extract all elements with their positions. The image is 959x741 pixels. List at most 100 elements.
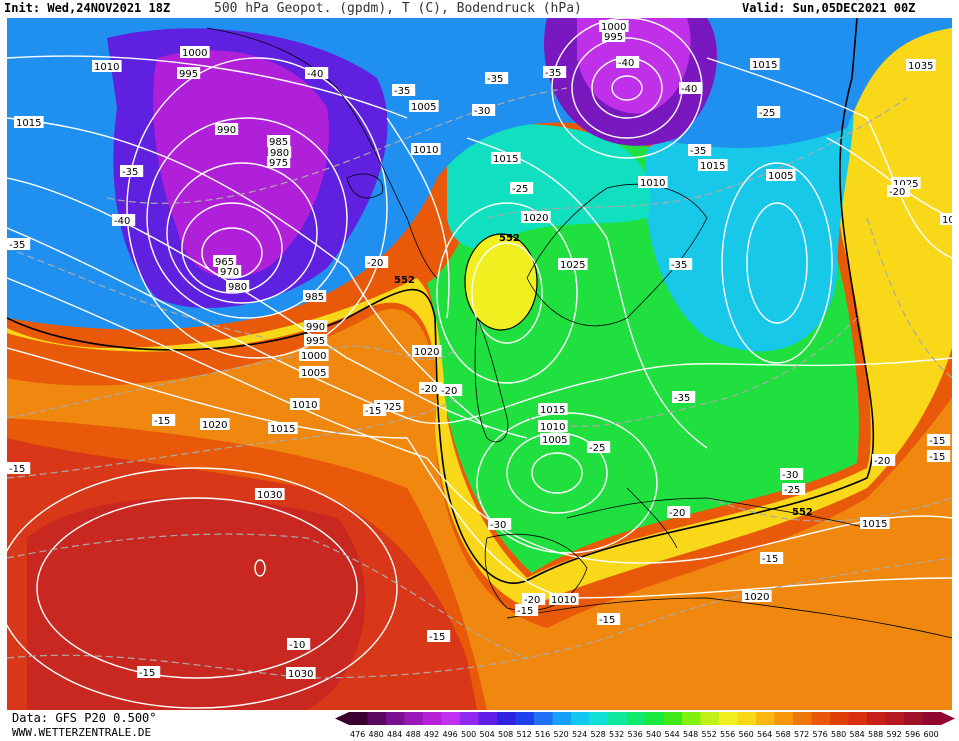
website-credit: WWW.WETTERZENTRALE.DE [12, 726, 152, 739]
scale-swatch [608, 712, 627, 725]
svg-text:-35: -35 [674, 393, 690, 404]
svg-text:-35: -35 [487, 74, 503, 85]
scale-tick-label: 556 [720, 730, 735, 739]
map-footer: Data: GFS P20 0.500° WWW.WETTERZENTRALE.… [0, 710, 959, 741]
isobar-label: 1030 [286, 667, 316, 680]
svg-text:-15: -15 [9, 464, 25, 475]
scale-swatch [552, 712, 572, 725]
temperature-label: -15 [927, 434, 951, 447]
isobar-label: 1020 [940, 213, 952, 226]
svg-text:1005: 1005 [542, 435, 567, 446]
scale-swatch [830, 712, 849, 725]
isobar-line [7, 55, 408, 119]
scale-swatch [349, 712, 368, 725]
temperature-label: -25 [510, 182, 534, 195]
scale-swatch [756, 712, 775, 725]
parameter-title: 500 hPa Geopot. (gpdm), T (C), Bodendruc… [214, 1, 582, 16]
scale-swatch [626, 712, 646, 725]
scale-swatch [922, 712, 942, 725]
temperature-label: -35 [7, 238, 31, 251]
isobar-label: 1010 [549, 593, 579, 606]
isotherm-line [7, 397, 458, 479]
svg-text:-40: -40 [618, 58, 634, 69]
scale-swatch [534, 712, 553, 725]
scale-swatch [867, 712, 886, 725]
coastline-italy [626, 487, 678, 549]
svg-text:-15: -15 [154, 416, 170, 427]
isobar-label: 1005 [409, 100, 439, 113]
scale-tick-label: 540 [646, 730, 661, 739]
svg-text:995: 995 [306, 336, 325, 347]
isobar-label: 1010 [538, 420, 568, 433]
contour-552 [7, 18, 875, 584]
temperature-label: -35 [392, 84, 416, 97]
isobar-label: 985 [267, 135, 291, 148]
temperature-label: -40 [112, 214, 136, 227]
scale-tick-label: 568 [776, 730, 791, 739]
isobar-label: 1020 [412, 345, 442, 358]
map-labels: 1000995101010009951015101510059909859809… [7, 20, 952, 680]
svg-text:1010: 1010 [413, 145, 438, 156]
svg-text:-30: -30 [782, 470, 798, 481]
svg-text:-15: -15 [929, 436, 945, 447]
isobar-label: 1020 [742, 590, 772, 603]
svg-text:-15: -15 [762, 554, 778, 565]
isobar-label: 970 [218, 265, 242, 278]
scale-tick-label: 584 [850, 730, 865, 739]
svg-text:1020: 1020 [744, 592, 769, 603]
svg-text:1000: 1000 [182, 48, 207, 59]
coastline-iceland [346, 173, 384, 199]
isobar-label: 1005 [299, 366, 329, 379]
svg-text:985: 985 [305, 292, 324, 303]
isobar-line [706, 57, 952, 259]
svg-text:1015: 1015 [540, 405, 565, 416]
svg-text:-35: -35 [671, 260, 687, 271]
scale-swatch [423, 712, 442, 725]
svg-text:-20: -20 [524, 595, 540, 606]
svg-text:1010: 1010 [540, 422, 565, 433]
scale-tick-label: 504 [480, 730, 495, 739]
svg-text:-35: -35 [394, 86, 410, 97]
isobar-line [7, 227, 952, 425]
svg-text:985: 985 [269, 137, 288, 148]
svg-text:1030: 1030 [288, 669, 313, 680]
svg-text:995: 995 [604, 32, 623, 43]
svg-text:1030: 1030 [257, 490, 282, 501]
geopotential-label: 552 [792, 507, 813, 518]
svg-text:-20: -20 [421, 384, 437, 395]
isobar-label: 1010 [290, 398, 320, 411]
scale-tick-label: 596 [905, 730, 920, 739]
svg-text:-20: -20 [874, 456, 890, 467]
scale-swatch [386, 712, 405, 725]
isobar-label: 965 [213, 255, 237, 268]
svg-text:1015: 1015 [493, 154, 518, 165]
temperature-label: -35 [672, 391, 696, 404]
isotherm-line [866, 217, 952, 379]
temperature-label: -20 [365, 256, 389, 269]
temperature-label: -15 [363, 404, 387, 417]
temperature-label: -40 [305, 67, 329, 80]
temperature-label: -20 [439, 384, 463, 397]
isotherm-line [486, 97, 908, 219]
scale-tick-label: 496 [443, 730, 458, 739]
isobar-label: 1005 [766, 169, 796, 182]
temperature-label: -35 [120, 165, 144, 178]
temperature-label: -30 [472, 104, 496, 117]
svg-text:-25: -25 [784, 485, 800, 496]
isobar-label: 1005 [540, 433, 570, 446]
scale-swatch [663, 712, 683, 725]
svg-text:-40: -40 [307, 69, 323, 80]
temperature-label: -15 [427, 630, 451, 643]
scale-tick-label: 512 [517, 730, 532, 739]
isobar-ring [746, 202, 808, 324]
isobar-ring [181, 202, 283, 294]
isobar-ring [436, 202, 578, 384]
svg-text:552: 552 [394, 275, 415, 286]
svg-text:1005: 1005 [768, 171, 793, 182]
scale-tick-label: 524 [572, 730, 587, 739]
svg-text:-30: -30 [490, 520, 506, 531]
svg-text:1020: 1020 [942, 215, 952, 226]
scale-tick-label: 536 [628, 730, 643, 739]
color-scale: 476 480 484 488 492 496 500 504 508 512 516 520 524 5… [335, 712, 955, 739]
isobar-line [7, 347, 952, 599]
